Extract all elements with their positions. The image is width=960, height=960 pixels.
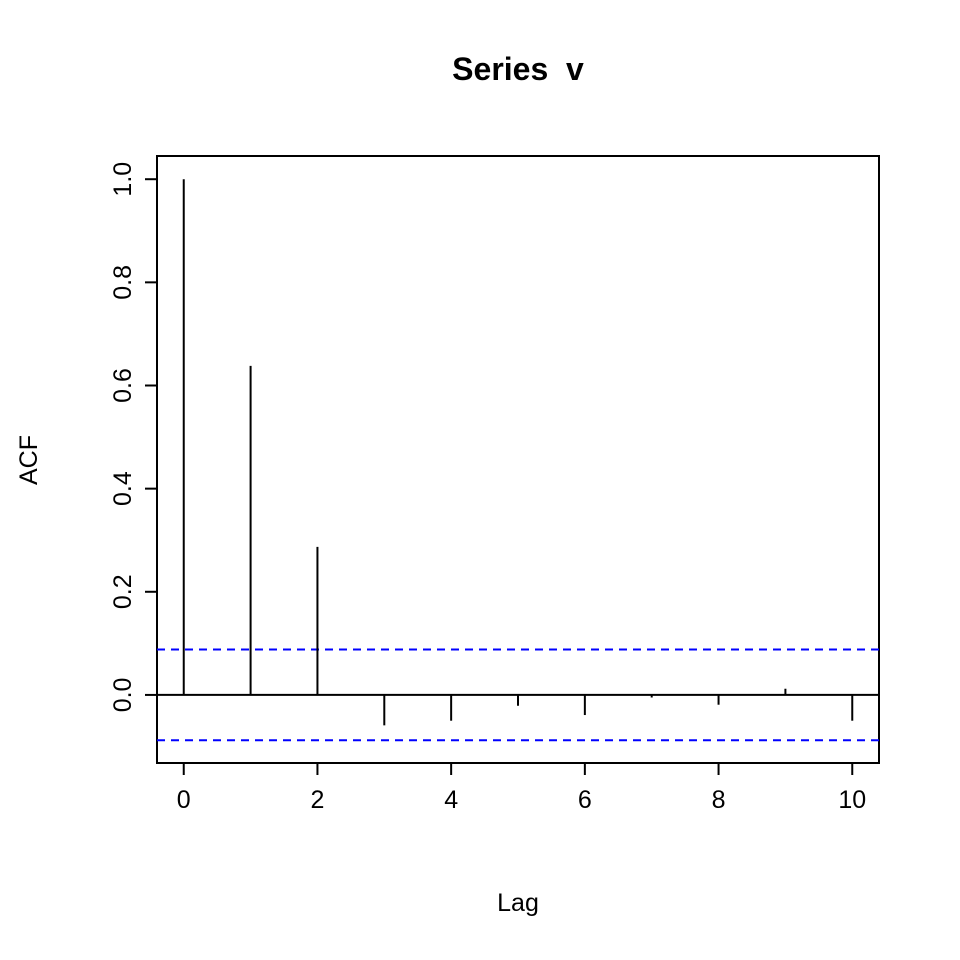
x-tick-label: 4 [444,786,458,814]
y-tick-label: 1.0 [109,162,137,197]
x-axis-label: Lag [497,889,539,917]
y-tick-label: 0.0 [109,678,137,713]
x-tick-label: 6 [578,786,592,814]
y-tick-label: 0.2 [109,574,137,609]
x-tick-label: 10 [838,786,866,814]
plot-frame [156,155,880,764]
y-tick-label: 0.6 [109,368,137,403]
x-tick-label: 2 [310,786,324,814]
y-tick-label: 0.8 [109,265,137,300]
x-tick-label: 8 [712,786,726,814]
y-tick-label: 0.4 [109,471,137,506]
y-axis-label: ACF [15,435,43,485]
x-tick-label: 0 [177,786,191,814]
chart-title: Series v [452,51,584,87]
